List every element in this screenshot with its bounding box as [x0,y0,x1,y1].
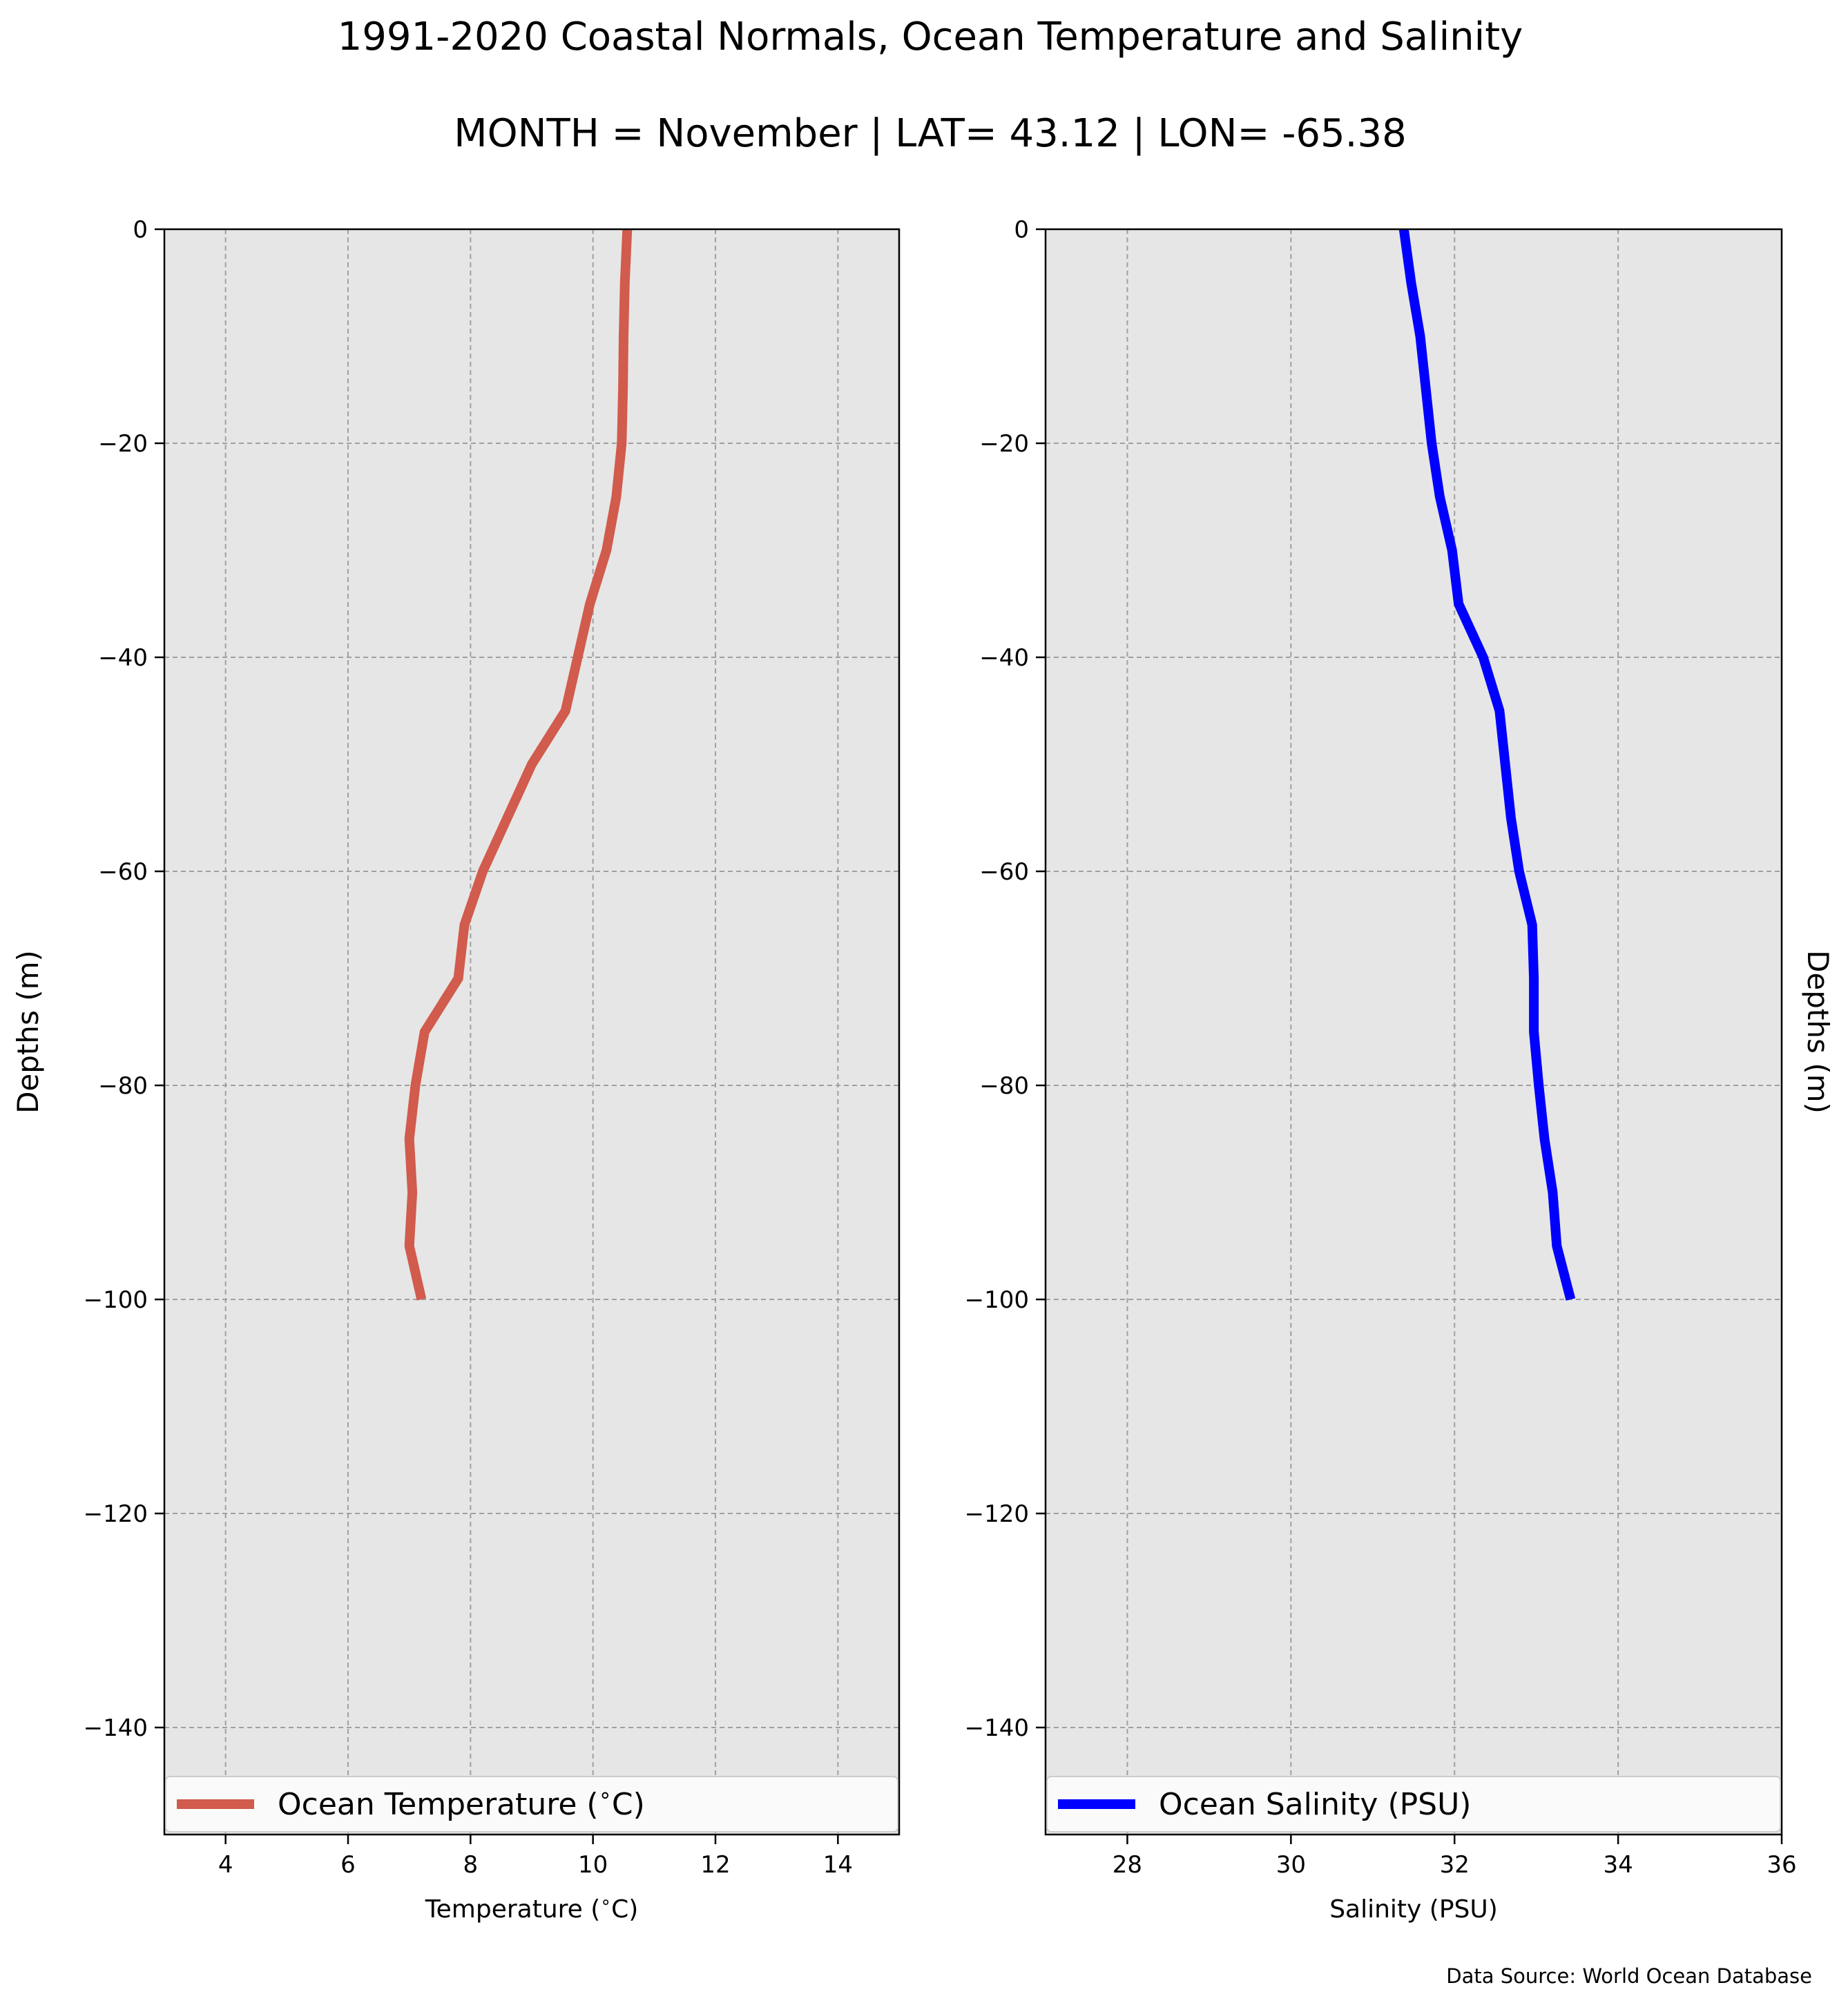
temperature-x-tick-label: 8 [463,1851,479,1879]
temperature-y-axis-label: Depths (m) [11,950,45,1114]
salinity-axes-frame [1044,228,1783,1836]
salinity-y-axis-label: Depths (m) [1801,950,1835,1114]
salinity-plot-area [1046,229,1782,1835]
chart-subtitle: MONTH = November | LAT= 43.12 | LON= -65… [454,111,1407,156]
temperature-y-tick-label: −120 [84,1500,148,1528]
salinity-x-tick-label: 32 [1440,1851,1470,1879]
temperature-y-tick-label: −40 [98,644,148,672]
salinity-y-tick-label: −20 [979,430,1029,458]
salinity-series-line [1398,229,1576,1301]
salinity-y-tick-label: −80 [979,1072,1029,1100]
salinity-y-tick-label: −60 [979,858,1029,886]
salinity-x-tick-label: 30 [1276,1851,1306,1879]
temperature-plot-area [164,229,899,1835]
temperature-y-tick-label: 0 [133,216,148,244]
salinity-x-tick-label: 36 [1767,1851,1796,1879]
salinity-x-tick-label: 28 [1113,1851,1142,1879]
salinity-plot: 28 30 32 34 36 0 −20 −40 −60 −80 −100 −120 −140 Salin… [965,216,1835,1924]
salinity-x-axis-label: Salinity (PSU) [1329,1895,1498,1924]
temperature-plot: 4 6 8 10 12 14 0 −20 −40 −60 −80 −100 −120 −140 Temper… [11,216,901,1924]
salinity-y-tick-label: 0 [1014,216,1029,244]
salinity-legend-box [1046,1776,1781,1832]
temperature-x-tick-label: 4 [218,1851,233,1879]
salinity-y-tick-label: −140 [965,1714,1029,1742]
salinity-y-tick-label: −120 [965,1500,1029,1528]
temperature-axes-frame [163,228,901,1836]
data-source-note: Data Source: World Ocean Database [1446,1964,1812,1988]
chart-title: 1991-2020 Coastal Normals, Ocean Tempera… [338,14,1523,59]
temperature-x-tick-label: 14 [823,1851,853,1879]
temperature-series-line [404,229,633,1301]
temperature-x-tick-label: 10 [578,1851,608,1879]
temperature-x-tick-label: 12 [700,1851,730,1879]
temperature-x-axis-label: Temperature (∘C) [425,1892,639,1924]
temperature-y-tick-label: −20 [98,430,148,458]
temperature-x-tick-label: 6 [340,1851,356,1879]
salinity-legend-label: Ocean Salinity (PSU) [1159,1787,1471,1822]
temperature-y-tick-label: −60 [98,858,148,886]
temperature-y-tick-label: −80 [98,1072,148,1100]
temperature-y-tick-label: −140 [84,1714,148,1742]
temperature-legend-box [165,1776,898,1832]
salinity-x-tick-label: 34 [1603,1851,1633,1879]
temperature-y-tick-label: −100 [84,1286,148,1314]
temperature-legend-label: Ocean Temperature (∘C) [278,1783,645,1822]
salinity-y-tick-label: −100 [965,1286,1029,1314]
salinity-y-tick-label: −40 [979,644,1029,672]
